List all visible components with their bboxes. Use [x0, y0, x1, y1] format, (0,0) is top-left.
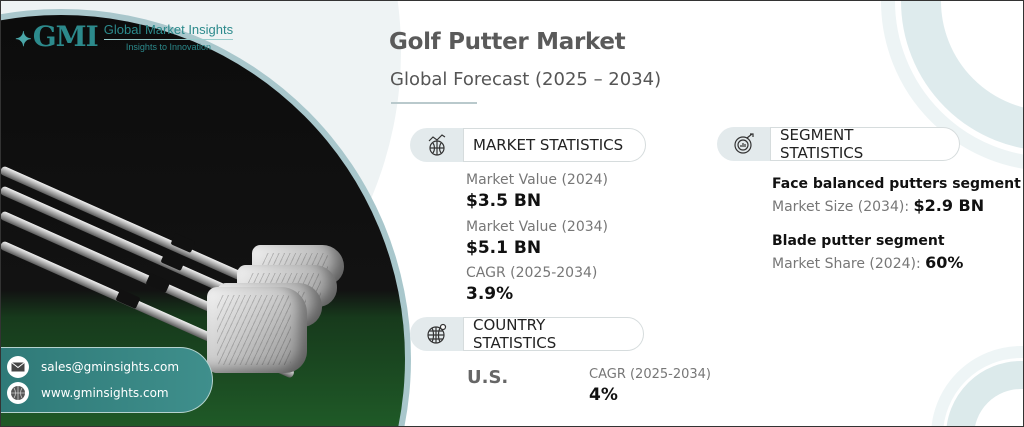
- country-metric-value: 4%: [589, 385, 618, 405]
- title-divider: [391, 102, 477, 104]
- email-link[interactable]: sales@gminsights.com: [41, 360, 180, 374]
- stat-value-market-value-2024: $3.5 BN: [466, 191, 542, 211]
- stat-label-market-value-2024: Market Value (2024): [466, 172, 609, 188]
- gmi-logo: ✦GMI Global Market Insights Insights to …: [15, 20, 234, 53]
- stat-value-cagr: 3.9%: [466, 284, 514, 304]
- segment-metric-face-balanced: Market Size (2034): $2.9 BN: [772, 196, 985, 215]
- logo-mark: ✦GMI: [15, 20, 99, 53]
- country-name: U.S.: [467, 367, 509, 388]
- country-metric-label: CAGR (2025-2034): [589, 367, 711, 382]
- globe-pin-icon: [410, 317, 464, 351]
- stat-value-market-value-2034: $5.1 BN: [466, 238, 542, 258]
- stat-label-cagr: CAGR (2025-2034): [466, 265, 598, 281]
- chart-globe-icon: [410, 128, 464, 162]
- brand-name: Global Market Insights: [103, 22, 234, 40]
- country-statistics-header: COUNTRY STATISTICS: [410, 316, 644, 352]
- target-chart-icon: [717, 127, 771, 161]
- segment-metric-blade: Market Share (2024): 60%: [772, 253, 964, 272]
- website-link[interactable]: www.gminsights.com: [41, 386, 169, 400]
- envelope-icon: [7, 356, 29, 378]
- contact-bar: sales@gminsights.com www.gminsights.com: [1, 347, 213, 413]
- country-statistics-heading: COUNTRY STATISTICS: [463, 316, 644, 352]
- segment-statistics-heading: SEGMENT STATISTICS: [770, 126, 960, 162]
- segment-statistics-header: SEGMENT STATISTICS: [717, 126, 960, 162]
- segment-title-face-balanced: Face balanced putters segment: [772, 176, 1021, 192]
- brand-tagline: Insights to Innovation: [125, 41, 211, 52]
- stat-label-market-value-2034: Market Value (2034): [466, 219, 609, 235]
- globe-icon: [7, 382, 29, 404]
- page-title: Golf Putter Market: [389, 29, 626, 55]
- segment-title-blade: Blade putter segment: [772, 233, 945, 249]
- market-statistics-heading: MARKET STATISTICS: [463, 128, 646, 162]
- market-statistics-header: MARKET STATISTICS: [410, 128, 646, 162]
- contact-email[interactable]: sales@gminsights.com: [7, 356, 179, 378]
- page-subtitle: Global Forecast (2025 – 2034): [390, 69, 662, 90]
- contact-website[interactable]: www.gminsights.com: [7, 382, 169, 404]
